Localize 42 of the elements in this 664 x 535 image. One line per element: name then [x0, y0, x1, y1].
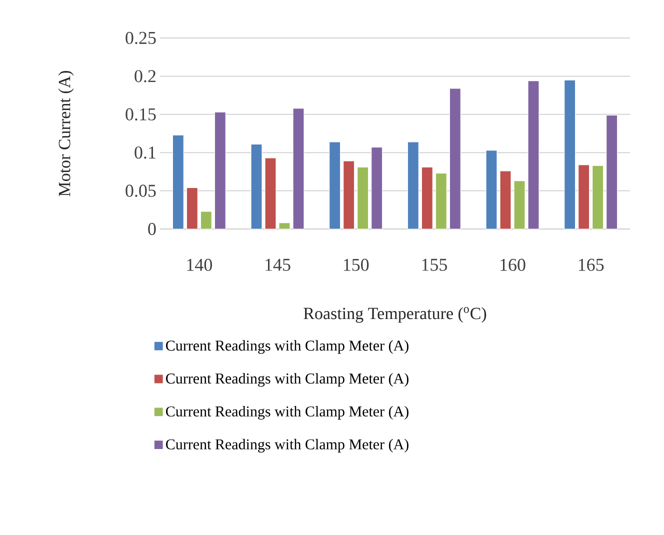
- bar: [528, 80, 540, 230]
- legend-label: Current Readings with Clamp Meter (A): [166, 373, 408, 387]
- bar: [371, 146, 383, 230]
- bar: [357, 166, 369, 230]
- bar: [186, 187, 198, 230]
- bar: [578, 164, 590, 230]
- y-tick-label: 0.1: [134, 146, 156, 159]
- legend-label: Current Readings with Clamp Meter (A): [166, 438, 408, 453]
- bar: [329, 142, 341, 230]
- y-tick-label: 0.25: [126, 32, 156, 44]
- x-tick-label: 155: [422, 258, 447, 271]
- bar: [421, 166, 433, 230]
- bar: [278, 222, 290, 230]
- x-axis-title: Roasting Temperature ($^{o}$C): [304, 307, 486, 323]
- bar: [407, 142, 419, 230]
- bar: [486, 150, 498, 230]
- y-tick-label: 0.15: [126, 108, 156, 121]
- x-tick-label: 160: [500, 258, 526, 271]
- x-tick-label: 165: [578, 258, 604, 271]
- y-axis-title: Motor Current (A): [58, 70, 74, 196]
- y-tick-label: 0.2: [134, 70, 156, 82]
- bar: [435, 172, 447, 230]
- bar: [564, 80, 576, 230]
- bar: [343, 160, 355, 230]
- y-tick-label: 0: [148, 222, 156, 236]
- bar: [214, 112, 226, 230]
- bar: [172, 134, 184, 230]
- bar: [250, 144, 262, 230]
- legend-label: Current Readings with Clamp Meter (A): [166, 406, 408, 420]
- x-tick-label: 145: [266, 258, 290, 271]
- bar: [592, 165, 604, 230]
- bar: [449, 88, 461, 230]
- bar: [514, 180, 526, 230]
- bar: [264, 158, 276, 230]
- y-tick-label: 0.05: [126, 184, 156, 197]
- x-tick-label: 140: [187, 258, 212, 271]
- legend-label: Current Readings with Clamp Meter (A): [166, 340, 408, 354]
- x-tick-label: 150: [344, 258, 369, 271]
- bar: [500, 170, 512, 230]
- bar: [606, 114, 618, 230]
- bar: [292, 108, 304, 230]
- bar: [200, 211, 212, 230]
